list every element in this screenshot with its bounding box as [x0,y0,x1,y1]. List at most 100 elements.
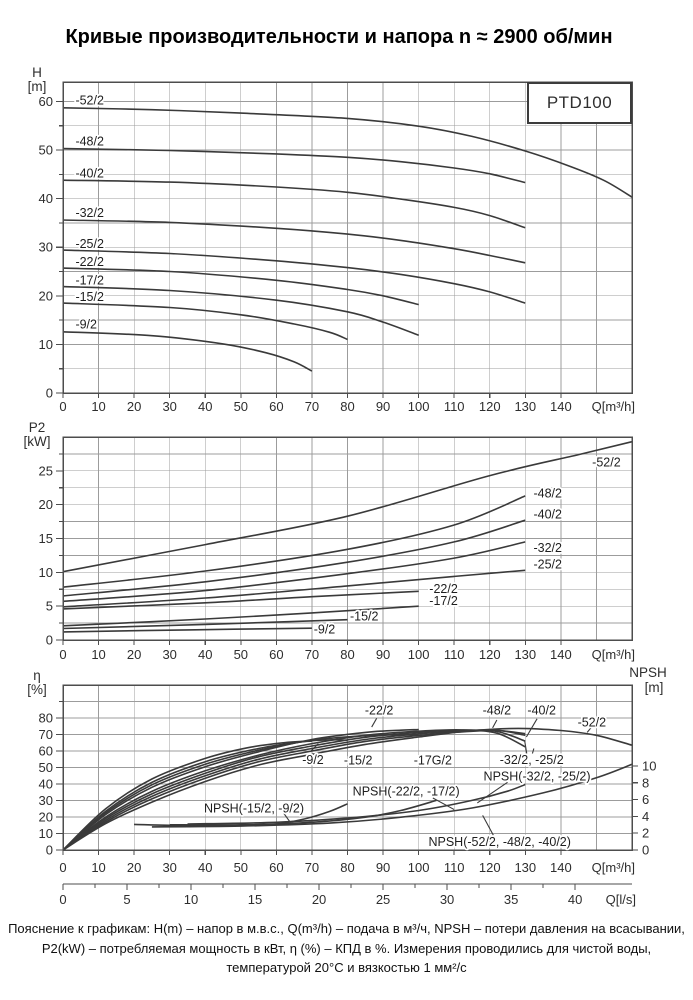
power-vs-flow-chart: 0 5 10 15 20 25 0 10 20 30 40 50 60 70 80 90 100 110 120 13… [24,420,636,662]
annotation-leader [482,815,494,836]
svg-text:100: 100 [408,860,430,875]
svg-text:50: 50 [234,647,248,662]
svg-text:50: 50 [39,760,53,775]
curve-label-17G/2: -17G/2 [414,754,452,768]
curve-40/2 [62,519,526,597]
svg-text:30: 30 [39,240,53,255]
flow-ls-axis [62,883,632,890]
curve-labelNPSH(-52/2, -48/2, -40/2): NPSH(-52/2, -48/2, -40/2) [428,835,570,849]
svg-text:20: 20 [39,288,53,303]
curve-label-15/2: -15/2 [75,290,104,304]
head-vs-flow-frame [56,81,633,398]
svg-text:30: 30 [162,860,176,875]
svg-text:80: 80 [340,399,354,414]
efficiency-and-npsh-vs-flow-frame [56,684,633,855]
curve-22/2 [62,267,419,306]
svg-text:60: 60 [269,647,283,662]
curve-label-48/2: -48/2 [75,134,104,148]
svg-text:100: 100 [408,399,430,414]
curve-label-32/2: -32/2 [75,206,104,220]
model-badge: PTD100 [527,82,632,124]
svg-text:30: 30 [162,399,176,414]
svg-text:80: 80 [39,711,53,726]
power-vs-flow-grid [63,437,632,640]
svg-text:10: 10 [91,860,105,875]
svg-text:0: 0 [59,647,66,662]
annotation-leader [476,781,508,804]
power-vs-flow-tick-labels: 0 5 10 15 20 25 0 10 20 30 40 50 60 70 80 90 100 110 120 13… [24,420,636,662]
curve-labelNPSH(-22/2, -17/2): NPSH(-22/2, -17/2) [353,785,460,799]
curve-17/2 [62,605,419,627]
curve-52/2 [62,727,633,851]
svg-text:60: 60 [39,744,53,759]
svg-text:110: 110 [444,647,465,662]
curve-label-17/2: -17/2 [429,594,458,608]
svg-text:20: 20 [39,810,53,825]
svg-text:H: H [32,65,42,80]
svg-text:90: 90 [376,860,390,875]
svg-text:70: 70 [305,860,319,875]
svg-text:20: 20 [127,647,141,662]
svg-text:40: 40 [198,399,212,414]
curve-17/2 [62,285,419,336]
annotation-leader [309,743,319,753]
svg-text:NPSH: NPSH [629,665,667,680]
svg-text:Q[m³/h]: Q[m³/h] [592,647,635,662]
curve-40/2 [62,179,526,229]
svg-text:Q[l/s]: Q[l/s] [606,892,636,907]
svg-text:80: 80 [340,647,354,662]
npsh-right-axis: 0 2 4 6 8 10 NPSH[m] [629,665,667,858]
curve-label-52/2: -52/2 [592,456,621,470]
curve-9/2 [62,740,312,851]
curve-22/2 [62,728,419,851]
svg-text:100: 100 [408,647,430,662]
svg-text:70: 70 [305,647,319,662]
svg-text:15: 15 [248,892,262,907]
svg-text:90: 90 [376,647,390,662]
curve-label-52/2: -52/2 [578,716,607,730]
svg-text:15: 15 [39,531,53,546]
svg-text:40: 40 [198,647,212,662]
svg-text:η: η [33,668,41,683]
svg-text:30: 30 [39,793,53,808]
svg-text:10: 10 [91,647,105,662]
svg-text:70: 70 [305,399,319,414]
annotation-leader [432,797,455,811]
svg-text:35: 35 [504,892,518,907]
curveNPSH(-22/2, -17/2) [169,799,437,826]
svg-text:120: 120 [479,647,501,662]
svg-text:0: 0 [642,843,649,858]
curve-22/2 [62,590,419,610]
page-title: Кривые производительности и напора n ≈ 2… [65,26,613,48]
efficiency-and-npsh-vs-flow-series [62,727,633,851]
svg-text:40: 40 [39,777,53,792]
svg-text:130: 130 [514,860,536,875]
power-vs-flow-series [62,440,633,633]
curve-label-48/2: -48/2 [533,487,562,501]
curve-label-22/2: -22/2 [429,582,458,596]
curve-48/2 [62,495,526,588]
curve-label-32/2, -25/2: -32/2, -25/2 [500,753,564,767]
head-vs-flow-curve-labels: -52/2 -48/2 -40/2 -32/2 -25/2 -22/2 -17/2 -15/2… [74,92,106,334]
svg-text:0: 0 [46,633,53,648]
curve-label-22/2: -22/2 [75,255,104,269]
head-vs-flow-tick-labels: 0 10 20 30 40 50 60 0 10 20 30 40 50 60 70 80 90 100 110 12… [28,65,635,414]
head-vs-flow-chart: 0 10 20 30 40 50 60 0 10 20 30 40 50 60 70 80 90 100 110 12… [28,65,635,414]
curve-labelNPSH(-32/2, -25/2): NPSH(-32/2, -25/2) [484,770,591,784]
curve-label-9/2: -9/2 [75,317,97,331]
svg-text:[kW]: [kW] [24,434,51,449]
curve-label-40/2: -40/2 [75,166,104,180]
svg-text:120: 120 [479,399,501,414]
svg-text:10: 10 [39,565,53,580]
svg-text:50: 50 [234,399,248,414]
svg-text:140: 140 [550,399,572,414]
caption-line-3: температурой 20°C и вязкостью 1 мм²/с [226,960,467,975]
power-vs-flow-curve-labels: -52/2 -48/2 -40/2 -32/2 -25/2 -22/2-17/2 -15/2… [312,454,622,638]
svg-text:0: 0 [46,386,53,401]
svg-text:20: 20 [39,497,53,512]
curve-9/2 [62,627,312,633]
curve-25/2 [62,249,526,304]
curveNPSH(-52/2, -48/2, -40/2) [151,763,633,828]
svg-text:50: 50 [234,860,248,875]
